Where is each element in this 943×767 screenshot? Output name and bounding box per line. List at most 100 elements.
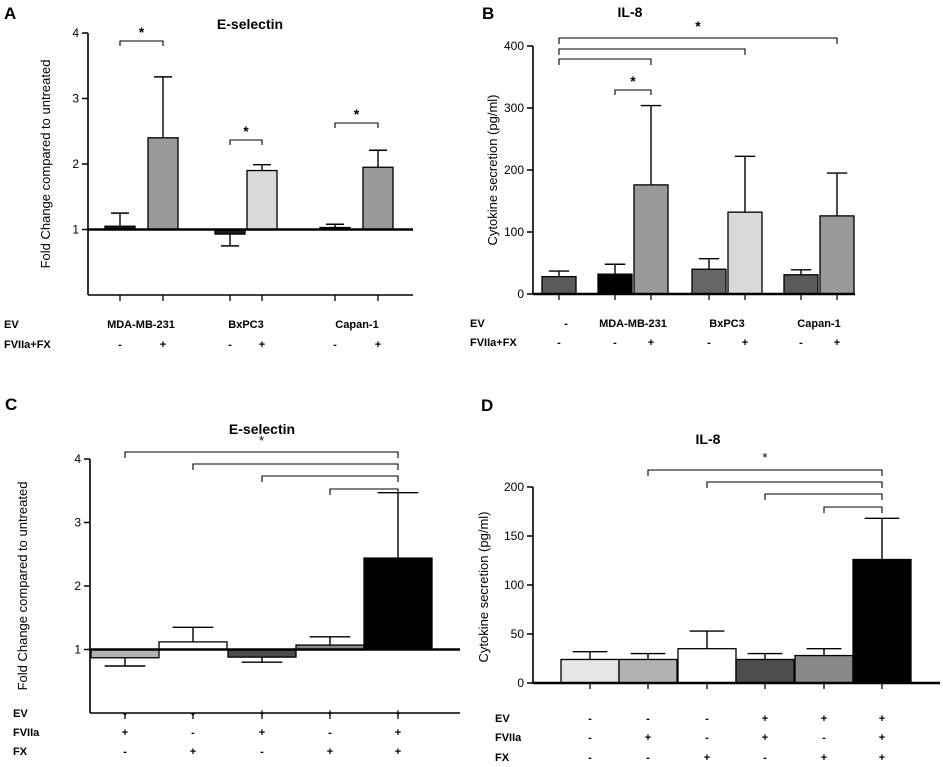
condition-sign: +	[259, 339, 265, 351]
chart-title: IL-8	[696, 431, 721, 447]
significance-star: *	[139, 24, 145, 40]
condition-sign: -	[705, 713, 709, 725]
bar	[246, 169, 278, 231]
bar	[727, 211, 763, 295]
significance-bracket: *	[334, 106, 379, 128]
condition-sign: +	[259, 708, 265, 720]
panel-b: B IL-8 Cytokine secretion (pg/ml) 0 100 200 30…	[470, 4, 855, 349]
group-label: MDA-MB-231	[599, 318, 667, 330]
y-tick-label: 1	[74, 643, 81, 657]
condition-sign: +	[327, 746, 333, 758]
condition-sign: -	[613, 337, 617, 349]
bar-2	[597, 263, 633, 295]
y-tick-label: 2	[74, 579, 81, 593]
y-tick-label: 0	[517, 676, 524, 690]
bar-2	[618, 652, 678, 684]
bar-2	[158, 626, 228, 651]
bar	[783, 274, 819, 295]
significance-bracket: *	[614, 73, 652, 95]
condition-sign: -	[588, 732, 592, 744]
condition-sign: +	[259, 727, 265, 739]
condition-row-label: FX	[13, 746, 28, 758]
bracket-line	[764, 493, 883, 500]
significance-star: *	[630, 73, 636, 89]
bracket-line	[706, 481, 883, 488]
y-tick-label: 200	[504, 163, 524, 177]
condition-sign: +	[375, 339, 381, 351]
condition-sign: +	[834, 337, 840, 349]
bracket-line	[119, 40, 164, 46]
significance-bracket	[192, 463, 399, 470]
condition-sign: +	[821, 752, 827, 764]
condition-row-label: FVIIa	[495, 732, 522, 744]
bar	[90, 648, 160, 659]
condition-sign: +	[704, 752, 710, 764]
panel-label: C	[5, 395, 17, 414]
chart-title: IL-8	[618, 4, 643, 20]
significance-star: *	[762, 450, 767, 465]
y-axis-label: Fold Change compared to untreated	[38, 60, 53, 269]
condition-sign: -	[228, 339, 232, 351]
condition-row-label: FVIIa+FX	[4, 339, 51, 351]
condition-sign: -	[588, 713, 592, 725]
condition-row-label: EV	[495, 713, 510, 725]
bracket-line	[823, 506, 883, 513]
y-tick-label: 200	[504, 480, 524, 494]
bar-6	[852, 517, 912, 684]
condition-sign: -	[191, 708, 195, 720]
significance-bracket	[764, 493, 883, 500]
condition-sign: -	[822, 732, 826, 744]
bar-3	[633, 104, 669, 295]
bracket-line	[261, 475, 399, 482]
condition-sign: -	[333, 339, 337, 351]
bracket-line	[124, 451, 399, 458]
y-axis-label: Fold Change compared to untreated	[15, 482, 30, 691]
bar	[735, 658, 795, 684]
significance-bracket: *	[647, 450, 883, 476]
bar	[691, 268, 727, 295]
group-label: BxPC3	[709, 318, 744, 330]
group-label: BxPC3	[228, 319, 263, 331]
bracket-line	[647, 469, 883, 476]
bar	[597, 273, 633, 295]
bar-3	[227, 648, 297, 663]
y-tick-label: 100	[504, 225, 524, 239]
panel-d: D IL-8 Cytokine secretion (pg/ml) 0 50 100 150…	[476, 396, 940, 764]
bracket-line	[558, 58, 652, 65]
significance-bracket	[558, 48, 746, 55]
condition-sign: -	[557, 337, 561, 349]
condition-sign: +	[122, 727, 128, 739]
significance-bracket	[823, 506, 883, 513]
y-tick-label: 400	[504, 39, 524, 53]
bar	[363, 557, 433, 651]
condition-sign: +	[821, 713, 827, 725]
condition-sign: +	[879, 732, 885, 744]
condition-sign: +	[395, 746, 401, 758]
y-axis-label: Cytokine secretion (pg/ml)	[476, 512, 491, 663]
bar-4	[691, 257, 727, 295]
bar	[618, 658, 678, 684]
condition-sign: +	[190, 746, 196, 758]
y-tick-label: 4	[72, 26, 79, 40]
condition-sign: -	[646, 752, 650, 764]
condition-sign: +	[395, 727, 401, 739]
panel-label: D	[481, 396, 493, 415]
significance-star: *	[695, 18, 701, 34]
bar-1	[560, 650, 620, 684]
bar-4	[735, 652, 795, 684]
bar-5	[363, 491, 433, 651]
condition-row-label: FVIIa	[13, 727, 40, 739]
y-tick-label: 0	[517, 287, 524, 301]
bar-2	[147, 76, 179, 231]
bar-1	[541, 270, 577, 295]
bar-5	[794, 648, 854, 684]
condition-row-label: EV	[4, 319, 19, 331]
condition-sign: -	[328, 727, 332, 739]
chart-title: E-selectin	[217, 16, 283, 32]
bar-6	[362, 149, 394, 231]
condition-sign: +	[879, 752, 885, 764]
condition-sign: -	[799, 337, 803, 349]
bar-4	[246, 163, 278, 231]
significance-bracket: *	[229, 123, 263, 145]
